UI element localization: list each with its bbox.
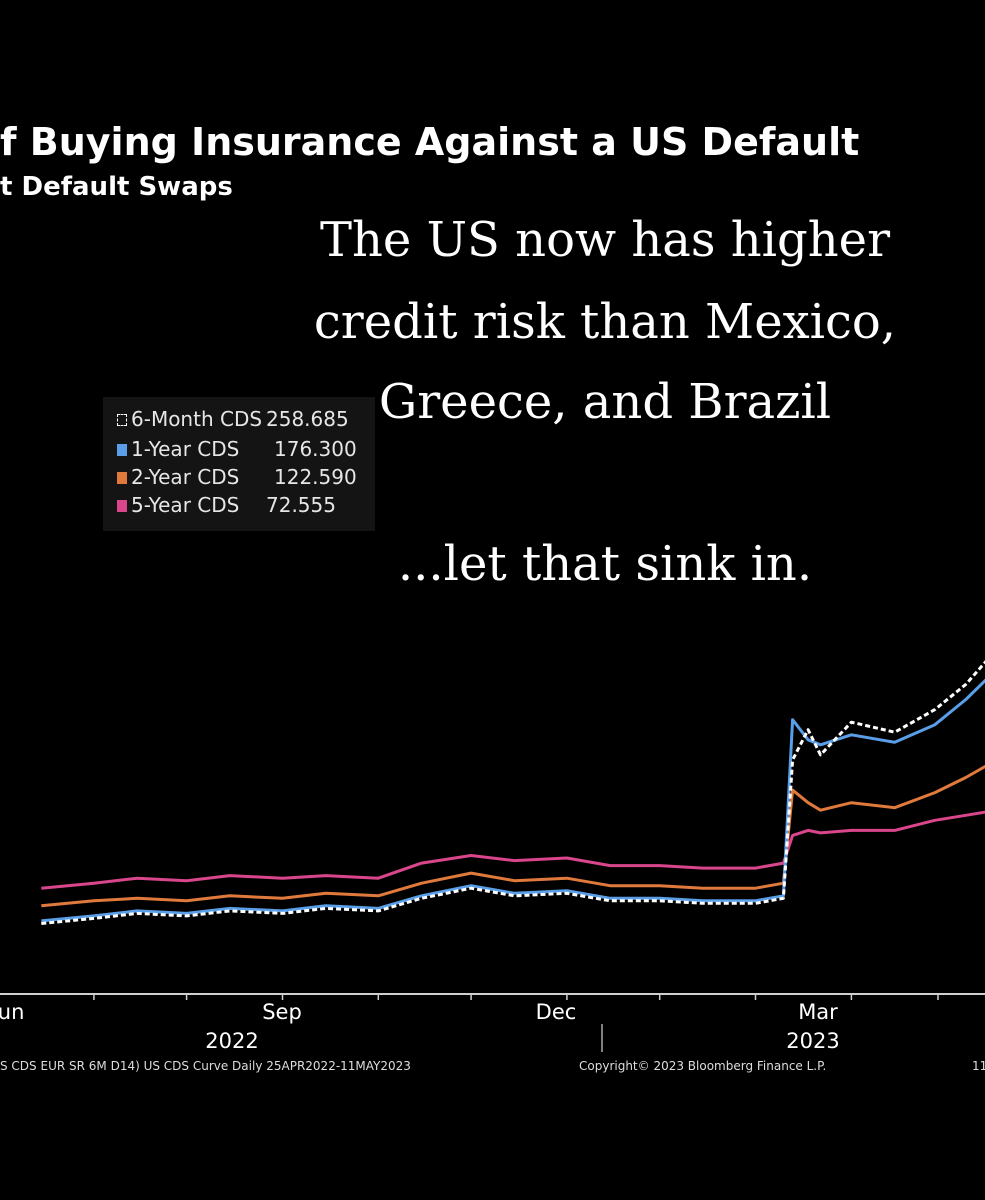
year-label-2022: 2022 [205, 1029, 258, 1053]
overlay-line-1: The US now has higher [319, 212, 891, 268]
series-line-2y [41, 764, 985, 908]
footer-clipped: 11 [972, 1059, 985, 1073]
x-tick-label-sep: Sep [262, 1000, 302, 1024]
year-label-2023: 2023 [786, 1029, 839, 1053]
legend-row-2y: 2-Year CDS 122.590 [117, 465, 357, 491]
overlay-line-3: Greece, and Brazil [378, 374, 832, 430]
legend-value-1y: 176.300 [274, 437, 357, 461]
legend-value-5y: 72.555 [266, 493, 336, 517]
footer-source: S CDS EUR SR 6M D14) US CDS Curve Daily … [0, 1059, 411, 1073]
footer-copyright: Copyright© 2023 Bloomberg Finance L.P. [579, 1059, 827, 1073]
chart-subtitle: t Default Swaps [0, 172, 233, 202]
legend-swatch-1y [117, 444, 127, 456]
legend-row-5y: 5-Year CDS 72.555 [117, 493, 336, 519]
legend-label-2y: 2-Year CDS [131, 465, 240, 489]
series-line-6m [41, 660, 985, 925]
legend-label-1y: 1-Year CDS [131, 437, 240, 461]
legend-row-1y: 1-Year CDS 176.300 [117, 437, 357, 463]
overlay-tagline: ...let that sink in. [397, 536, 813, 592]
x-tick-label-mar: Mar [798, 1000, 838, 1024]
series-layer [41, 660, 985, 925]
chart-title: f Buying Insurance Against a US Default [0, 120, 860, 164]
overlay-line-2: credit risk than Mexico, [313, 294, 897, 350]
legend-row-6m: 6-Month CDS 258.685 [117, 407, 349, 433]
legend-label-6m: 6-Month CDS [131, 407, 263, 431]
x-tick-label-dec: Dec [536, 1000, 577, 1024]
legend-swatch-6m [117, 414, 127, 426]
x-axis: Jun Sep Dec Mar 2022 2023 [0, 993, 985, 1053]
series-line-1y [41, 678, 985, 923]
legend-value-6m: 258.685 [266, 407, 349, 431]
x-tick-label-jun: Jun [0, 1000, 24, 1024]
legend-swatch-2y [117, 472, 127, 484]
legend-label-5y: 5-Year CDS [131, 493, 240, 517]
legend-swatch-5y [117, 500, 127, 512]
series-line-5y [41, 810, 985, 890]
legend-value-2y: 122.590 [274, 465, 357, 489]
legend: 6-Month CDS 258.685 1-Year CDS 176.300 2-Y… [103, 397, 375, 531]
